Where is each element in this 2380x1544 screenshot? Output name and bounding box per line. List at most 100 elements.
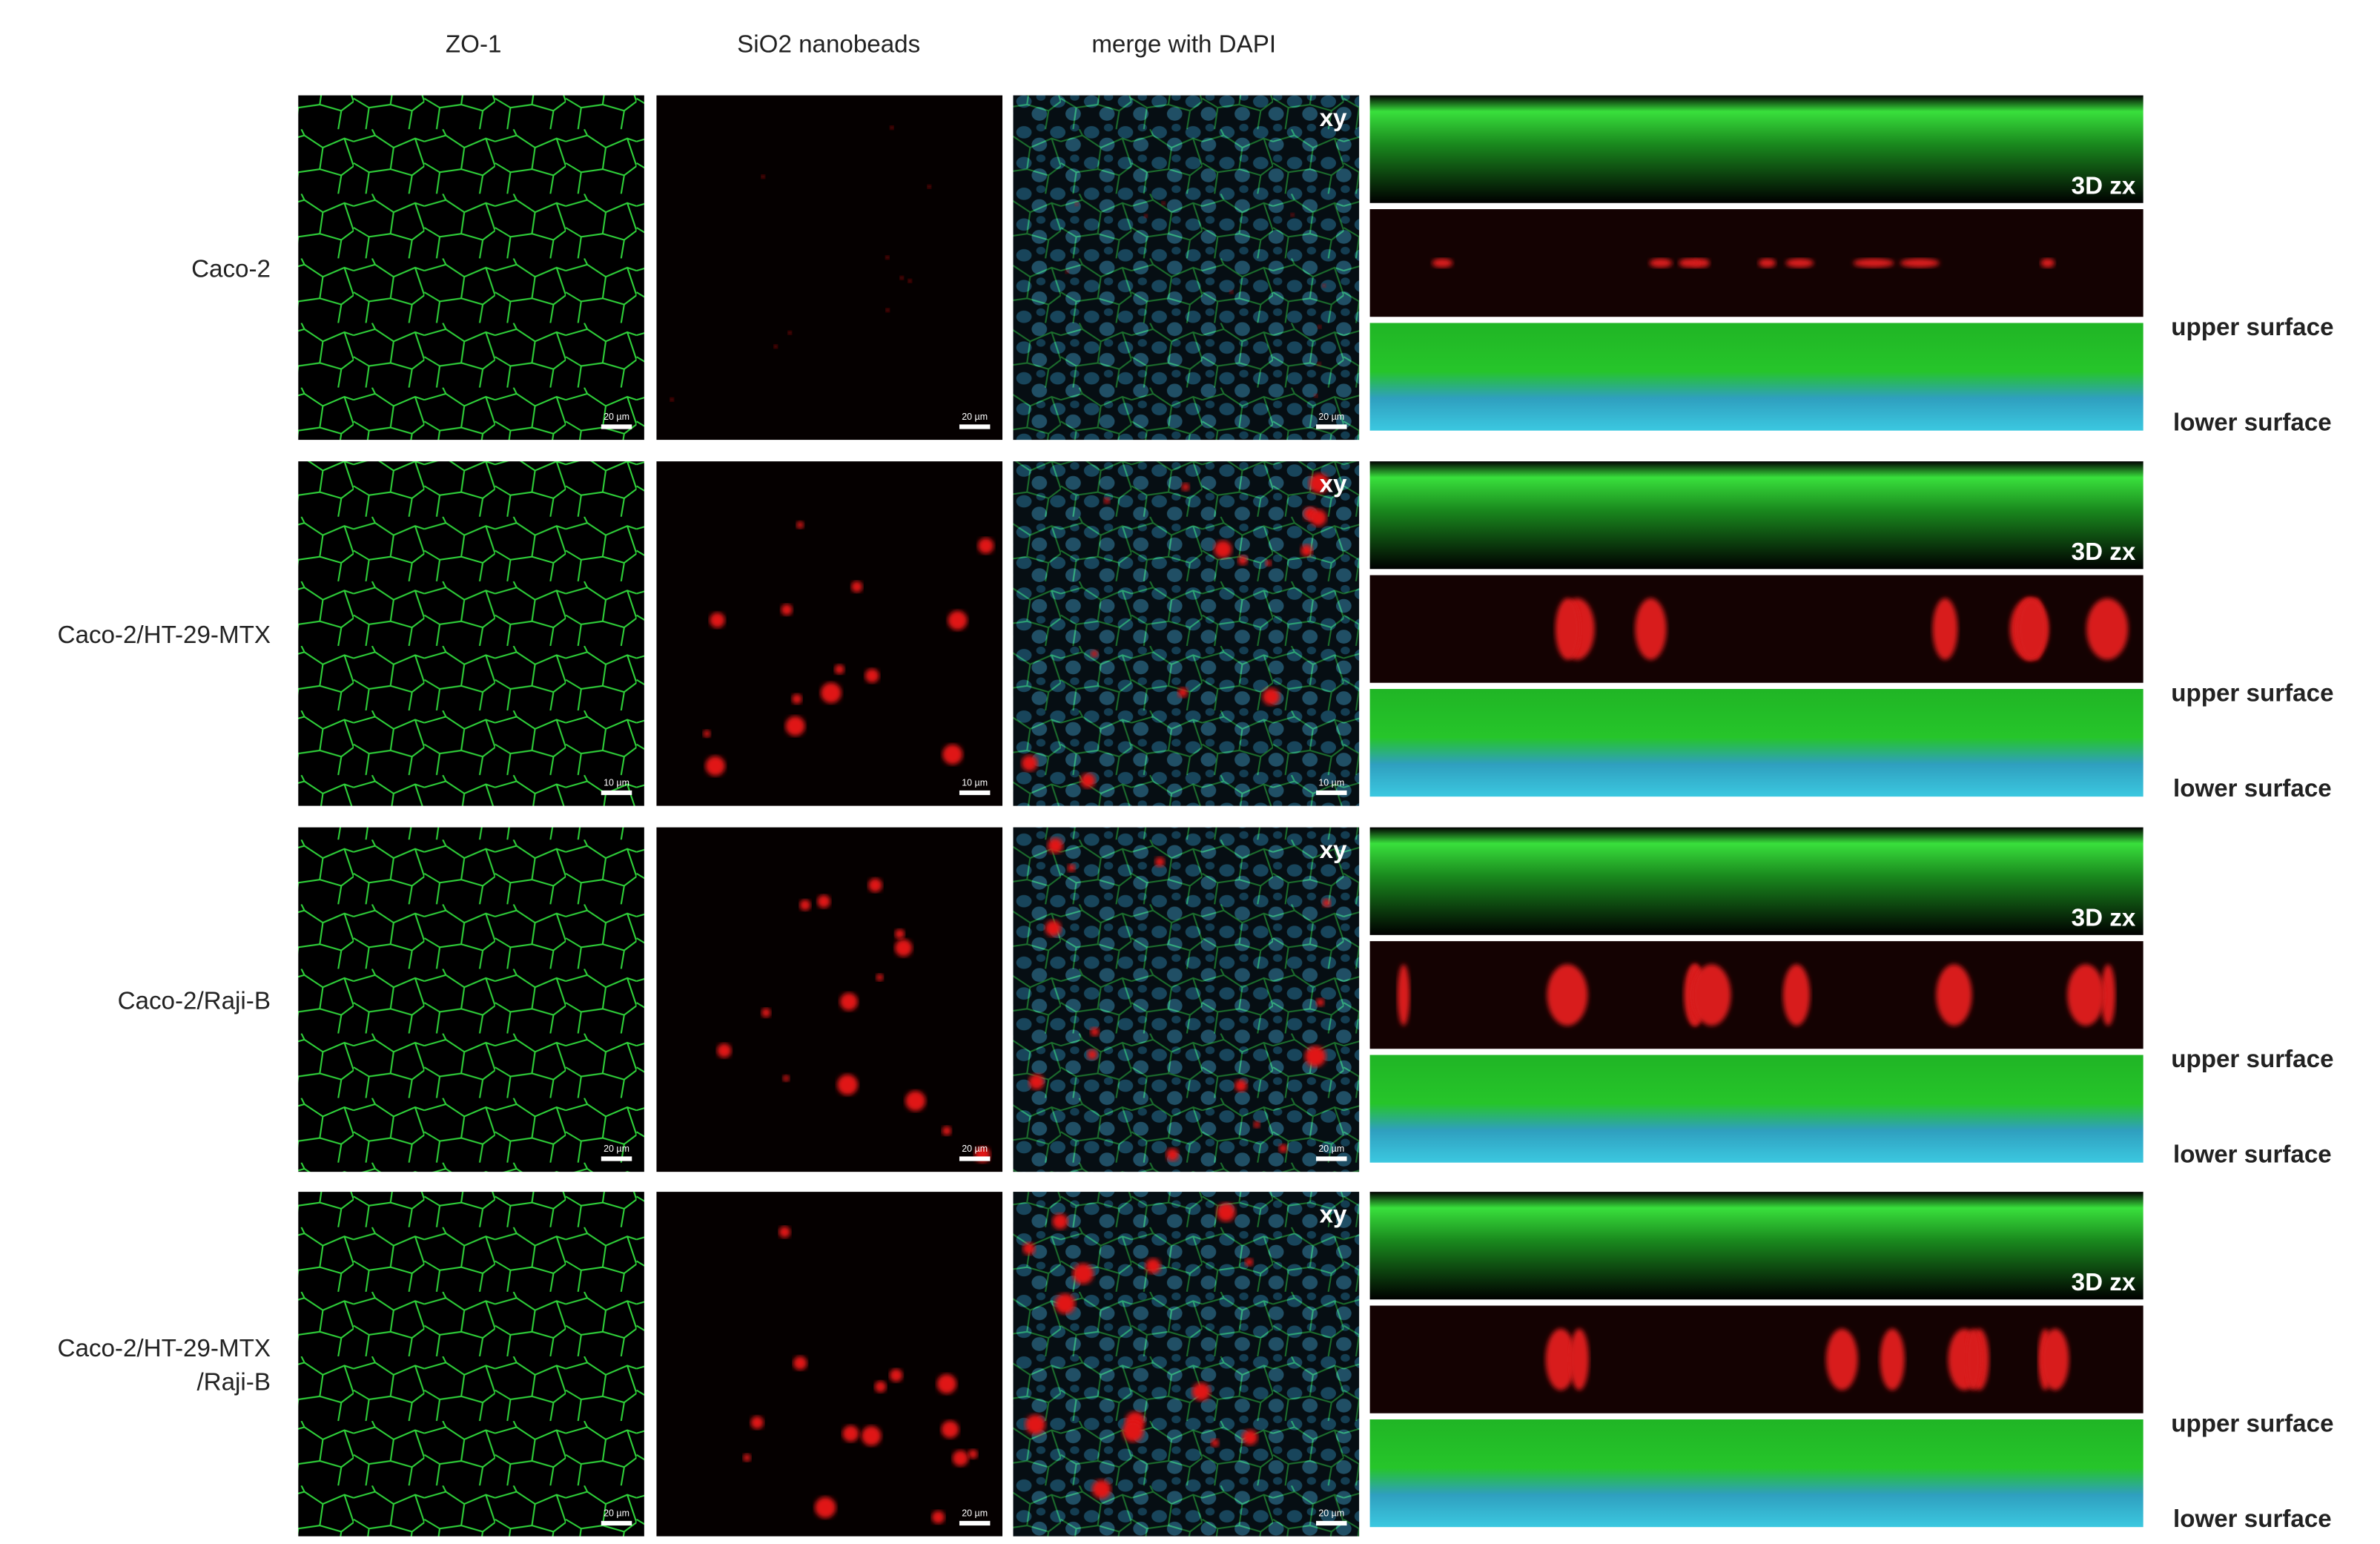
- nanobead: [868, 878, 882, 892]
- zx-green: [1369, 1192, 2143, 1300]
- nanobead: [1318, 325, 1322, 329]
- nanobead: [1161, 201, 1166, 205]
- micrograph: 20 µm: [656, 1192, 1003, 1537]
- zx-bead: [2017, 598, 2047, 660]
- nanobead: [1253, 1121, 1260, 1128]
- micrograph: 20 µm xy: [1013, 1192, 1360, 1537]
- nanobead: [942, 744, 963, 765]
- nanobead: [1305, 1046, 1326, 1067]
- scale-bar-label: 20 µm: [962, 412, 988, 422]
- nanobead: [750, 1416, 764, 1429]
- nanobead: [885, 255, 890, 260]
- nanobead: [876, 974, 884, 981]
- micrograph: 20 µm: [298, 827, 644, 1172]
- scale-bar-label: 20 µm: [1318, 1144, 1344, 1154]
- nanobead: [1021, 755, 1038, 771]
- sio2-image: [656, 95, 1003, 441]
- row-label: Caco-2/HT-29-MTX: [58, 1335, 271, 1362]
- micrograph: 20 µm: [656, 95, 1003, 441]
- lower-surface-label: lower surface: [2173, 1505, 2332, 1533]
- xy-label: xy: [1320, 1201, 1347, 1229]
- scale-bar-label: 20 µm: [604, 412, 629, 422]
- zo1-image: [298, 461, 644, 806]
- column-header: merge with DAPI: [1091, 31, 1276, 59]
- micrograph: 20 µm: [298, 95, 644, 441]
- nanobead: [1052, 1213, 1068, 1230]
- nanobead: [814, 1497, 836, 1519]
- zx-bead: [1826, 1328, 1858, 1390]
- nanobead: [1237, 555, 1248, 565]
- nanobead: [1234, 1079, 1247, 1092]
- row-label: Caco-2/HT-29-MTX: [58, 621, 271, 649]
- micrograph: 20 µm: [298, 1192, 644, 1537]
- nanobead: [968, 1449, 978, 1459]
- zx-bead: [1785, 258, 1814, 268]
- micrograph: 20 µm xy: [1013, 95, 1360, 441]
- scale-bar: [1316, 424, 1347, 429]
- nanobead: [885, 308, 890, 312]
- zx-bead: [1936, 964, 1972, 1026]
- nanobead: [1091, 1479, 1111, 1499]
- zx-bead: [1853, 258, 1894, 268]
- zx-green: [1369, 461, 2143, 570]
- nanobead: [1080, 773, 1096, 788]
- nanobead: [1265, 560, 1272, 567]
- zx-bead: [1635, 598, 1667, 660]
- nanobead: [905, 1090, 926, 1112]
- nanobead: [1314, 394, 1318, 398]
- zx-bead: [1880, 1328, 1905, 1390]
- zo1-image: [298, 827, 644, 1172]
- nanobead: [1211, 1439, 1220, 1448]
- micrograph: 20 µm: [656, 827, 1003, 1172]
- nanobead: [952, 1450, 969, 1467]
- nanobead: [889, 1368, 903, 1382]
- nanobead: [1054, 1293, 1076, 1314]
- nanobead: [890, 125, 894, 130]
- sio2-image: [656, 1192, 1003, 1537]
- nanobead: [1242, 1429, 1258, 1445]
- zx-bead: [2041, 1328, 2069, 1390]
- scale-bar-label: 20 µm: [1318, 1508, 1344, 1519]
- nanobead: [874, 1381, 887, 1393]
- nanobead: [894, 939, 913, 957]
- zo1-image: [298, 1192, 644, 1537]
- nanobead: [717, 1043, 732, 1058]
- scale-bar: [959, 1520, 991, 1526]
- scale-bar: [959, 790, 991, 796]
- zx-merge: [1369, 1055, 2143, 1163]
- zx-bead: [1679, 258, 1700, 268]
- zx-label: 3D zx: [2072, 538, 2136, 566]
- nanobead: [743, 1454, 751, 1462]
- nanobead: [941, 1420, 959, 1439]
- nanobead: [1309, 473, 1329, 494]
- nanobead: [761, 174, 765, 179]
- xy-label: xy: [1320, 471, 1347, 498]
- nanobead: [1214, 540, 1232, 558]
- nanobead: [782, 1075, 790, 1082]
- lower-surface-label: lower surface: [2173, 409, 2332, 437]
- nanobead: [977, 538, 994, 554]
- nanobead: [899, 276, 904, 280]
- nanobead: [799, 900, 811, 911]
- scale-bar: [1316, 790, 1347, 796]
- zx-bead: [1397, 964, 1410, 1026]
- zx-bead: [2100, 964, 2116, 1026]
- nanobead: [1123, 1421, 1144, 1442]
- zx-bead: [1900, 258, 1940, 268]
- nanobead: [894, 928, 905, 940]
- nanobead: [796, 521, 804, 529]
- zx-label: 3D zx: [2072, 1269, 2136, 1296]
- merge-net: [1013, 827, 1360, 1172]
- nanobead: [1145, 1258, 1161, 1274]
- nanobead: [705, 756, 726, 776]
- nanobead: [942, 1126, 952, 1136]
- nanobead: [1166, 1148, 1179, 1161]
- nanobead: [785, 716, 805, 736]
- zx-red: [1369, 1305, 2143, 1413]
- scale-bar-label: 20 µm: [1318, 412, 1344, 422]
- zx-red: [1369, 941, 2143, 1049]
- nanobead: [1047, 837, 1063, 854]
- scale-bar-label: 10 µm: [1318, 778, 1344, 788]
